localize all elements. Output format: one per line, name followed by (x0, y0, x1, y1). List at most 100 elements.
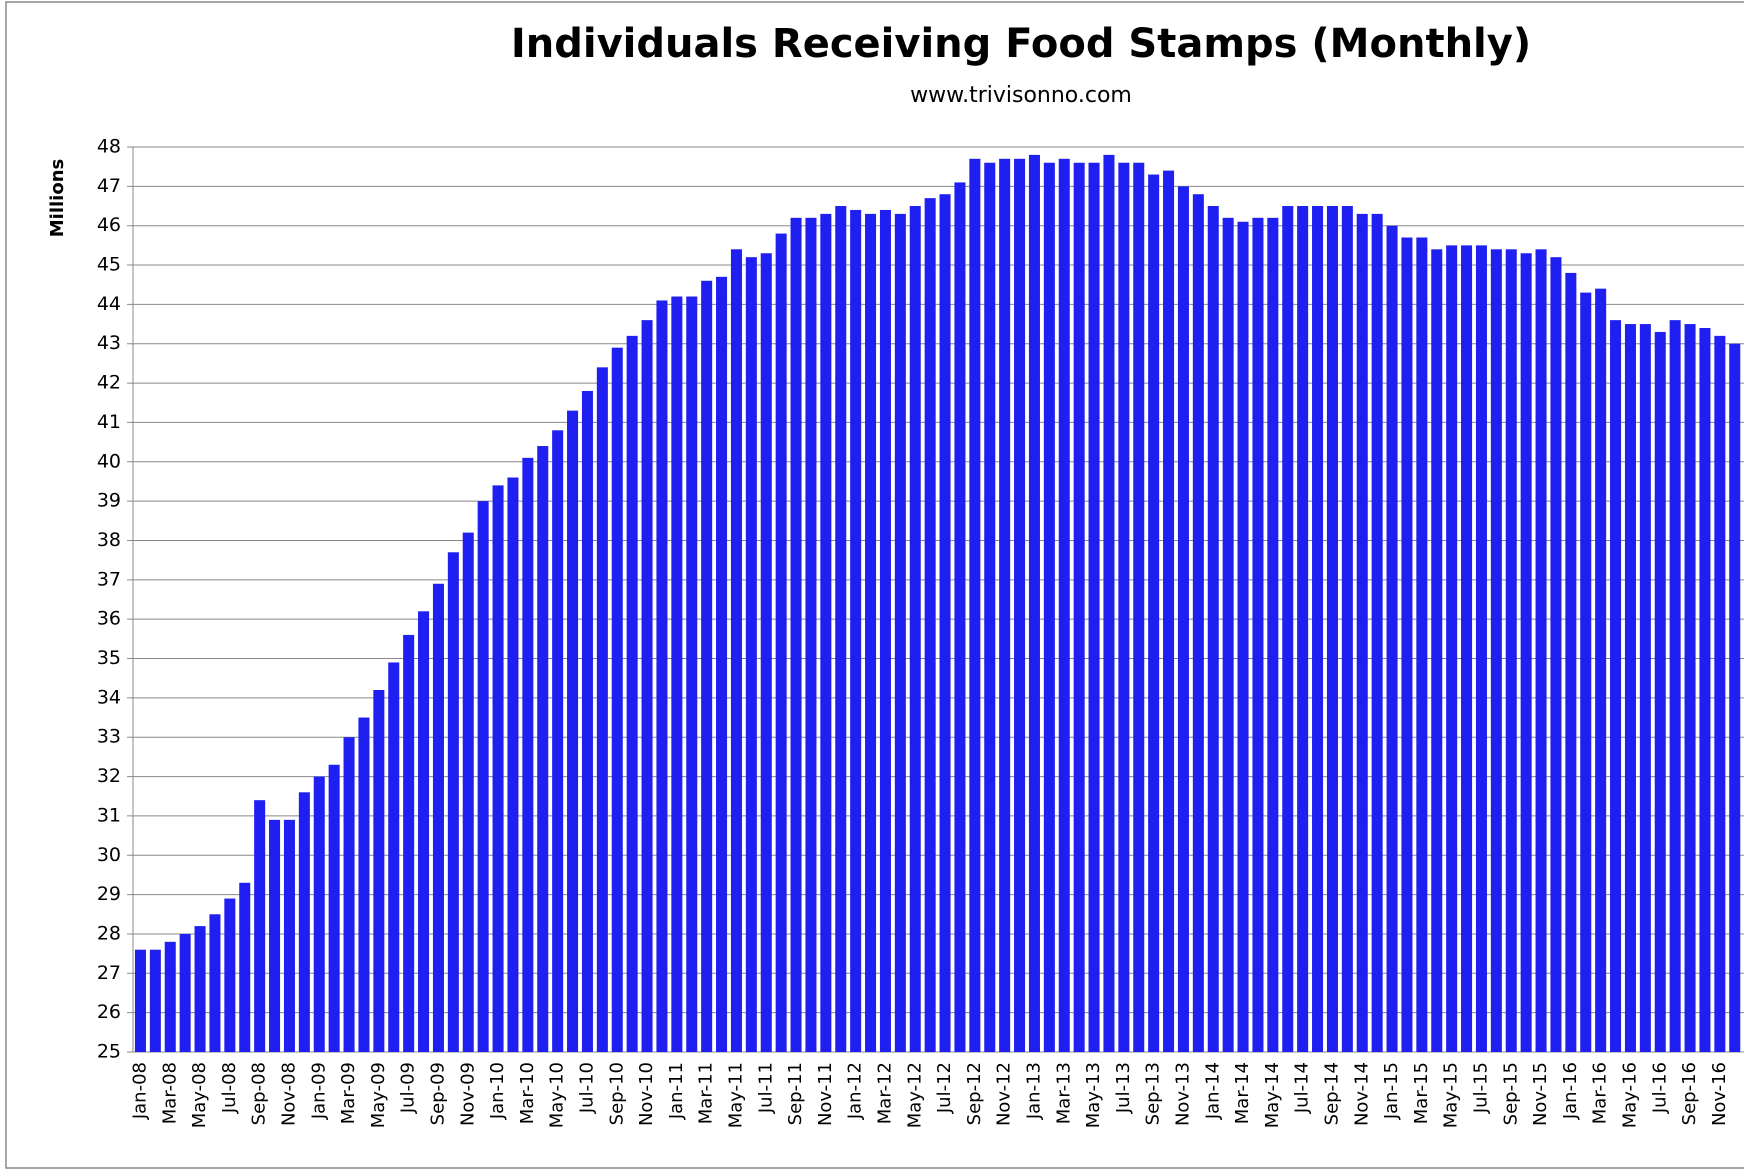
y-tick-label: 28 (97, 922, 121, 944)
bar (1416, 237, 1428, 1052)
bar (224, 898, 236, 1052)
bar (894, 213, 906, 1053)
bar (1386, 225, 1398, 1052)
x-tick-label: May-15 (1441, 1062, 1462, 1128)
x-tick-label: Jul-14 (1292, 1062, 1313, 1114)
x-tick-label: Jul-08 (219, 1062, 240, 1114)
bar (1535, 249, 1547, 1053)
bar (850, 209, 862, 1052)
bar (865, 213, 877, 1053)
x-tick-label: May-08 (189, 1062, 210, 1128)
x-tick-label: Nov-16 (1709, 1062, 1730, 1126)
x-tick-label: Jan-11 (666, 1062, 687, 1120)
x-tick-label: Jan-09 (308, 1062, 329, 1120)
y-tick-label: 31 (97, 804, 121, 826)
bar (1073, 162, 1085, 1052)
bar (1103, 154, 1115, 1052)
bar (313, 776, 325, 1052)
bar (194, 926, 206, 1052)
bar (134, 949, 146, 1052)
x-tick-label: Jul-15 (1470, 1062, 1491, 1114)
bar (1014, 158, 1026, 1053)
bar (1446, 245, 1458, 1052)
x-tick-label: Sep-09 (427, 1062, 448, 1125)
x-tick-label: Jan-14 (1202, 1062, 1223, 1120)
bar (1148, 174, 1160, 1053)
y-tick-label: 48 (97, 136, 121, 158)
bar (328, 764, 340, 1052)
chart-title: Individuals Receiving Food Stamps (Month… (511, 21, 1531, 67)
bar (1371, 213, 1383, 1053)
x-tick-label: May-10 (547, 1062, 568, 1128)
bar (298, 792, 310, 1052)
y-tick-label: 46 (97, 214, 121, 236)
bar (835, 206, 847, 1053)
bar (1699, 328, 1711, 1052)
bar (1088, 162, 1100, 1052)
bar (1192, 194, 1204, 1052)
bar (254, 800, 266, 1052)
x-tick-label: Mar-13 (1053, 1062, 1074, 1124)
x-tick-label: May-09 (368, 1062, 389, 1128)
x-tick-label: May-16 (1619, 1062, 1640, 1128)
y-axis-label: Millions (47, 159, 68, 238)
x-tick-label: Mar-11 (696, 1062, 717, 1124)
bar (1461, 245, 1473, 1052)
x-tick-label: Sep-15 (1500, 1062, 1521, 1125)
bar (1490, 249, 1502, 1053)
x-tick-label: Nov-08 (278, 1062, 299, 1126)
bar (1043, 162, 1055, 1052)
bar (164, 941, 176, 1052)
bar (999, 158, 1011, 1053)
bar (1252, 217, 1264, 1053)
bar (1684, 324, 1696, 1053)
bar (1654, 331, 1666, 1052)
bar (1118, 162, 1130, 1052)
bar (1431, 249, 1443, 1053)
x-tick-label: Mar-09 (338, 1062, 359, 1124)
bar (388, 662, 400, 1052)
x-tick-label: Sep-13 (1143, 1062, 1164, 1125)
x-tick-label: Jul-10 (576, 1062, 597, 1114)
bar (1133, 162, 1145, 1052)
bar (820, 213, 832, 1053)
y-tick-label: 43 (97, 332, 121, 354)
x-tick-label: Sep-16 (1679, 1062, 1700, 1125)
bar (626, 335, 638, 1052)
x-tick-label: Jan-10 (487, 1062, 508, 1120)
bar (701, 280, 713, 1053)
bar (805, 217, 817, 1053)
x-tick-label: Mar-14 (1232, 1062, 1253, 1124)
bar (686, 296, 698, 1052)
x-tick-label: Jul-13 (1113, 1062, 1134, 1114)
bar (1267, 217, 1279, 1053)
y-tick-label: 34 (97, 686, 121, 708)
bar (1237, 221, 1249, 1052)
x-tick-label: Nov-15 (1530, 1062, 1551, 1126)
bar (716, 276, 728, 1052)
x-tick-label: Nov-10 (636, 1062, 657, 1126)
bar (611, 347, 623, 1052)
y-tick-label: 42 (97, 372, 121, 394)
bar (1550, 257, 1562, 1052)
bar (1222, 217, 1234, 1053)
bar (537, 446, 549, 1053)
x-tick-label: Sep-10 (606, 1062, 627, 1125)
bar (269, 819, 281, 1052)
bar (418, 611, 430, 1052)
bar (775, 233, 787, 1053)
x-tick-label: Jul-09 (398, 1062, 419, 1114)
bar (1058, 158, 1070, 1053)
bar (581, 390, 593, 1052)
bar (1610, 320, 1622, 1052)
x-tick-label: Jan-13 (1023, 1062, 1044, 1120)
bar (522, 457, 534, 1052)
bar (1714, 335, 1726, 1052)
bar (1207, 206, 1219, 1053)
bar (1312, 206, 1324, 1053)
bar (954, 182, 966, 1053)
bar (939, 194, 951, 1052)
bar (1505, 249, 1517, 1053)
bar (1341, 206, 1353, 1053)
bar (283, 819, 295, 1052)
